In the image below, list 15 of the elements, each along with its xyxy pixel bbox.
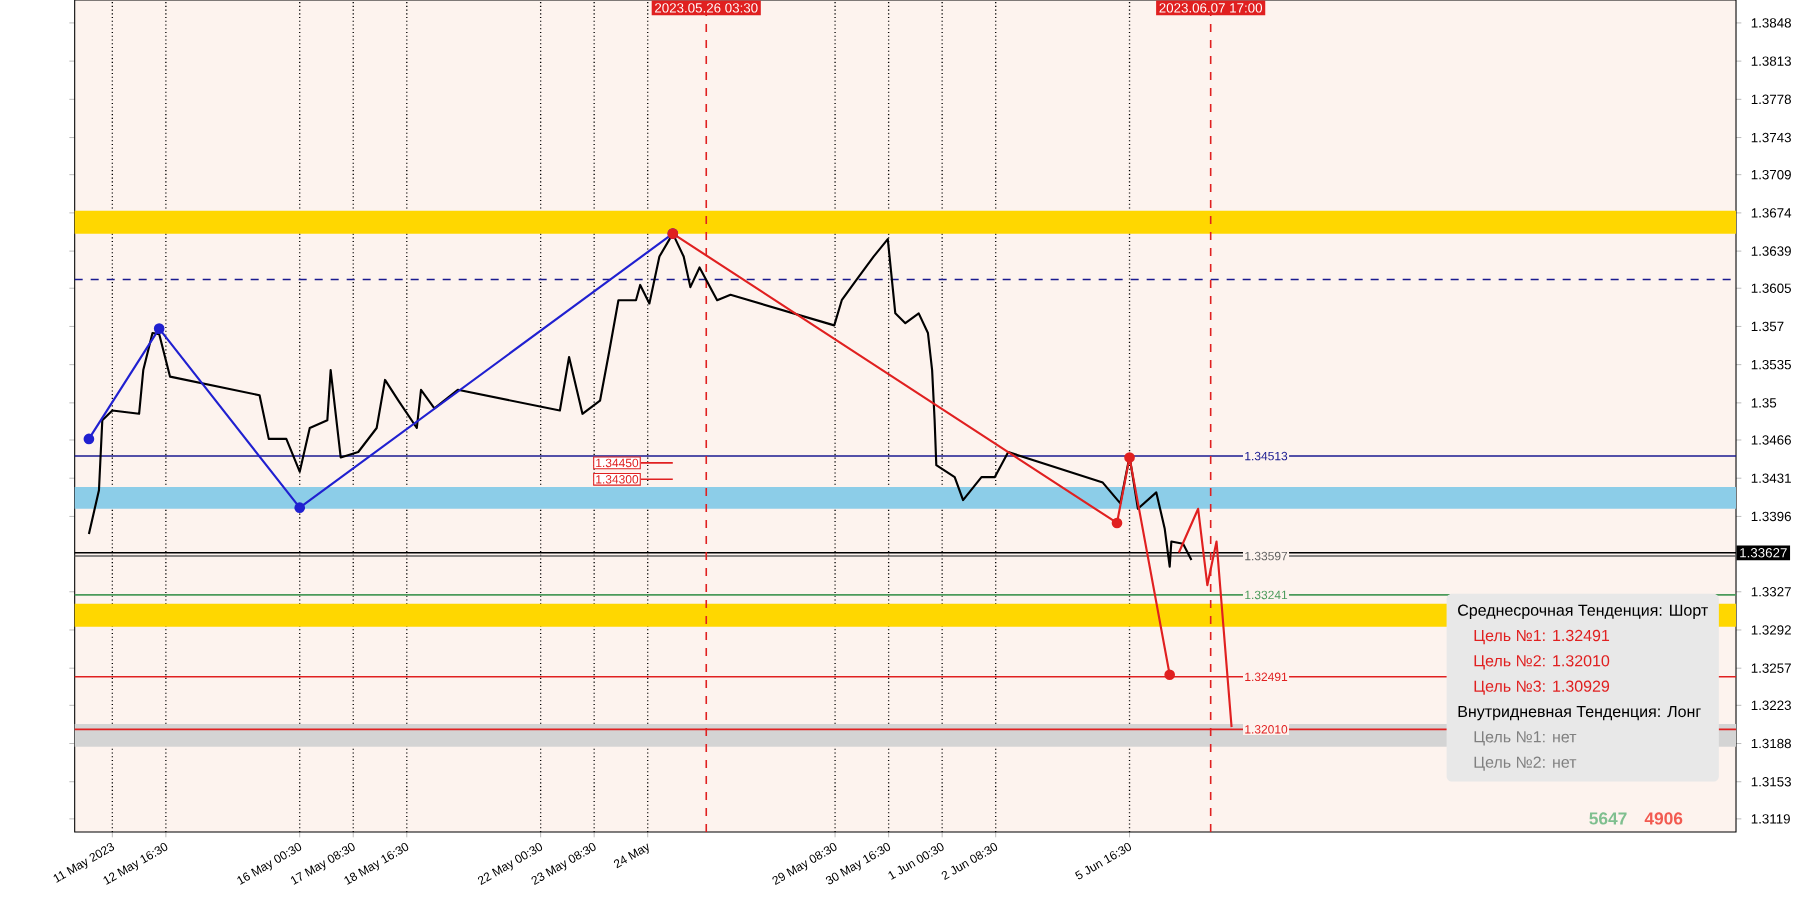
annotation: Цель №2: нет: [1474, 756, 1577, 771]
annotation: Цель №2: 1.32010: [1474, 655, 1610, 670]
point: [153, 323, 165, 334]
point: [294, 502, 306, 514]
point: [1124, 452, 1135, 463]
annotation: Цель №3: 1.30929: [1474, 680, 1610, 695]
annotation: Среднесрочная Тенденция: Шорт: [1458, 604, 1708, 619]
annotation: 5647: [1589, 812, 1627, 825]
point: [1111, 517, 1123, 529]
annotation: 4906: [1644, 812, 1683, 825]
point: [1164, 669, 1176, 681]
point: [83, 433, 95, 445]
annotation: Внутридневная Тенденция: Лонг: [1458, 706, 1701, 721]
annotation: Цель №1: 1.32491: [1474, 629, 1610, 645]
annotation: Цель №1: нет: [1474, 731, 1577, 746]
